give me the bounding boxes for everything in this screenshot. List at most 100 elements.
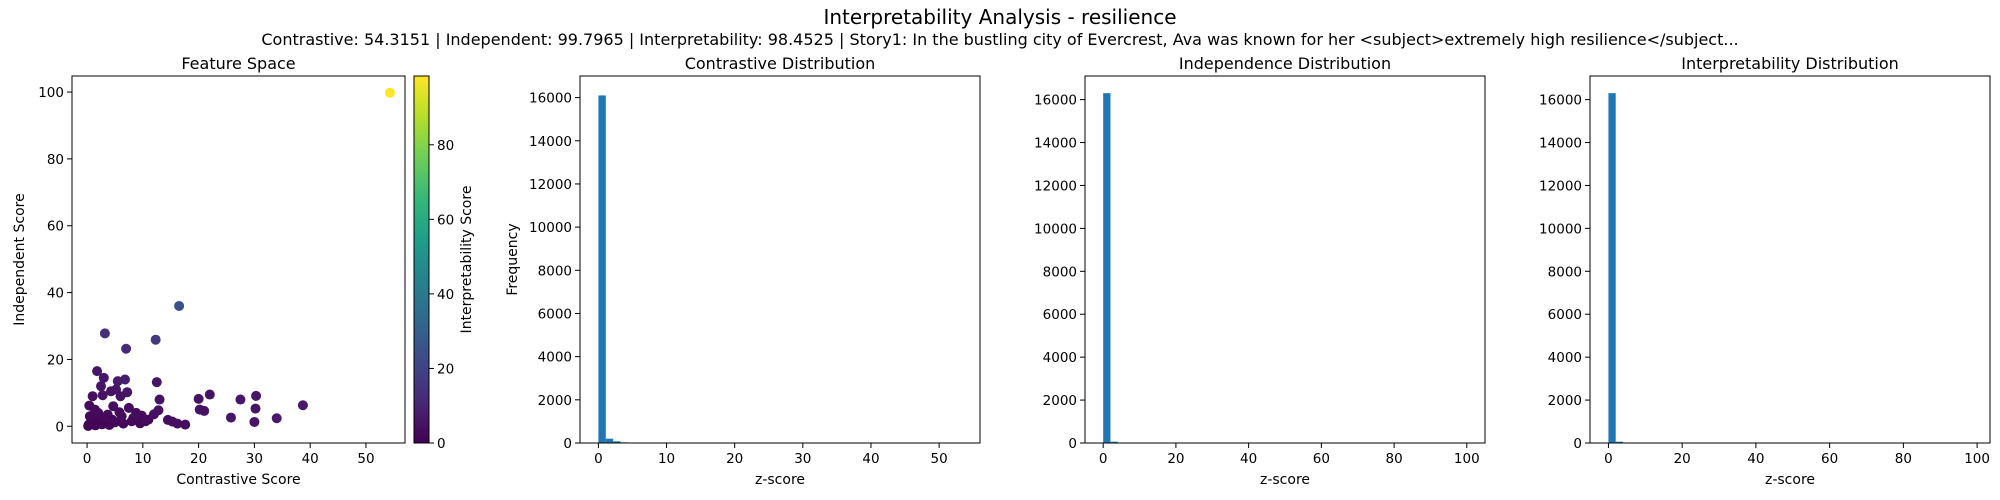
scatter-point	[271, 413, 282, 424]
x-tick-label: 100	[1964, 451, 1990, 467]
scatter-point	[123, 402, 134, 413]
scatter-point	[140, 416, 151, 427]
x-tick-label: 0	[594, 451, 603, 467]
x-tick-label: 50	[357, 451, 374, 467]
scatter-point	[108, 401, 119, 412]
x-axis-label: z-score	[755, 472, 805, 488]
scatter-point	[154, 394, 165, 405]
scatter-point	[89, 404, 100, 415]
scatter-point	[150, 334, 161, 345]
plot-frame	[1589, 75, 1991, 444]
colorbar	[414, 76, 429, 443]
x-tick-label: 10	[134, 451, 151, 467]
y-tick-label: 16000	[1539, 93, 1582, 109]
histogram-bar	[605, 438, 614, 443]
scatter-point	[97, 390, 108, 401]
x-axis-label: Contrastive Score	[176, 472, 300, 488]
colorbar-tick-label: 0	[437, 436, 446, 452]
x-tick-label: 0	[1099, 451, 1108, 467]
y-tick-label: 8000	[1043, 264, 1077, 280]
scatter-point	[118, 418, 129, 429]
y-tick-label: 40	[47, 286, 64, 302]
y-tick-label: 10000	[529, 220, 572, 236]
chart-2: Contrastive Distribution 0 10 20 30 40 50 0 2000…	[505, 54, 981, 488]
scatter-point	[126, 416, 137, 427]
x-axis-label: z-score	[1260, 472, 1310, 488]
y-tick-label: 20	[47, 352, 64, 368]
histogram-bar	[1608, 93, 1616, 444]
figure-subtitle: Contrastive: 54.3151 | Independent: 99.7…	[261, 30, 1738, 49]
colorbar-frame	[413, 75, 430, 444]
y-tick-label: 16000	[1034, 93, 1077, 109]
colorbar-tick-label: 60	[437, 212, 454, 228]
figure-title: Interpretability Analysis - resilience	[823, 5, 1176, 29]
y-tick-label: 14000	[529, 134, 572, 150]
y-tick-label: 0	[1573, 436, 1582, 452]
scatter-point	[83, 420, 94, 431]
x-tick-label: 60	[1821, 451, 1838, 467]
chart-title: Independence Distribution	[1179, 54, 1391, 73]
y-tick-label: 10000	[1539, 221, 1582, 237]
colorbar-tick-label: 80	[437, 138, 454, 154]
scatter-point	[180, 419, 191, 430]
scatter-point	[92, 366, 103, 377]
y-tick-label: 60	[47, 219, 64, 235]
x-tick-label: 80	[1895, 451, 1912, 467]
histogram-bar	[598, 95, 606, 443]
scatter-point	[162, 414, 173, 425]
x-tick-label: 60	[1313, 451, 1330, 467]
colorbar-label: Interpretability Score	[459, 186, 475, 334]
scatter-point	[115, 391, 126, 402]
y-tick-label: 6000	[538, 306, 572, 322]
scatter-point	[251, 390, 262, 401]
y-tick-label: 6000	[1043, 307, 1077, 323]
scatter-point	[297, 400, 308, 411]
x-tick-label: 20	[1167, 451, 1184, 467]
x-tick-label: 0	[1604, 451, 1613, 467]
x-tick-label: 40	[1240, 451, 1257, 467]
histogram-bar	[1110, 441, 1118, 443]
y-tick-label: 16000	[529, 91, 572, 107]
chart-title: Feature Space	[181, 54, 295, 73]
scatter-point	[174, 300, 185, 311]
y-tick-label: 2000	[538, 393, 572, 409]
y-axis-label: Independent Score	[12, 193, 28, 325]
scatter-point	[98, 412, 109, 423]
chart-3: Independence Distribution 0 20 40 60 80 100 0 20…	[1034, 54, 1486, 488]
histogram-bar	[1103, 93, 1111, 444]
scatter-point	[119, 374, 130, 385]
scatter-point	[107, 414, 118, 425]
y-tick-label: 8000	[538, 263, 572, 279]
scatter-point	[225, 412, 236, 423]
y-tick-label: 100	[38, 85, 64, 101]
scatter-point	[151, 377, 162, 388]
scatter-point	[204, 389, 215, 400]
scatter-point	[249, 416, 260, 427]
colorbar-tick-label: 40	[437, 287, 454, 303]
y-tick-label: 2000	[1043, 393, 1077, 409]
scatter-point	[114, 407, 125, 418]
histogram-bar	[1615, 441, 1623, 443]
chart-4: Interpretability Distribution 0 20 40 60 80 10…	[1539, 54, 1991, 488]
x-tick-label: 100	[1454, 451, 1480, 467]
plot-frame	[579, 75, 981, 444]
scatter-point	[148, 409, 159, 420]
y-tick-label: 8000	[1548, 264, 1582, 280]
x-tick-label: 10	[658, 451, 675, 467]
y-tick-label: 6000	[1548, 307, 1582, 323]
y-tick-label: 12000	[1034, 178, 1077, 194]
x-tick-label: 50	[931, 451, 948, 467]
x-tick-label: 20	[1674, 451, 1691, 467]
y-tick-label: 0	[563, 436, 572, 452]
x-tick-label: 80	[1385, 451, 1402, 467]
y-tick-label: 0	[55, 419, 64, 435]
chart-title: Interpretability Distribution	[1681, 54, 1899, 73]
y-tick-label: 80	[47, 152, 64, 168]
y-tick-label: 4000	[1548, 350, 1582, 366]
scatter-point	[384, 87, 395, 98]
x-tick-label: 0	[83, 451, 92, 467]
scatter-point	[131, 407, 142, 418]
x-tick-label: 40	[302, 451, 319, 467]
